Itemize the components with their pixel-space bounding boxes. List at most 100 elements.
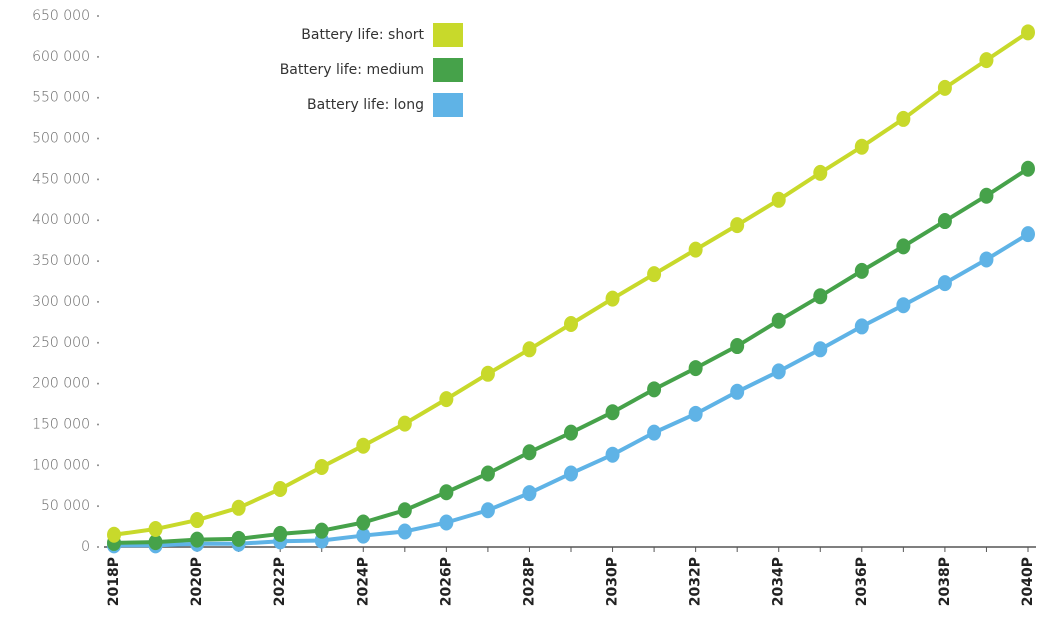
point [439, 484, 454, 501]
point [730, 383, 745, 400]
y-tick-label: 250 000 [32, 335, 90, 351]
y-tick-mark [97, 96, 99, 99]
point [522, 485, 537, 502]
point [688, 241, 703, 258]
y-tick-label: 550 000 [32, 90, 90, 106]
y-tick-mark [97, 219, 99, 222]
y-tick-mark [97, 382, 99, 385]
series-line [114, 232, 1030, 548]
point [314, 522, 329, 539]
point [439, 391, 454, 408]
point [231, 499, 246, 516]
legend-label: Battery life: short [301, 27, 424, 43]
point [647, 381, 662, 398]
legend-swatch [433, 58, 463, 82]
x-tick-label: 2032P [688, 557, 704, 606]
y-tick-mark [97, 137, 99, 140]
y-tick-mark [97, 260, 99, 263]
point [896, 297, 911, 314]
y-tick-label: 100 000 [32, 457, 90, 473]
series-line [113, 167, 1030, 545]
point [937, 213, 952, 230]
x-tick-label: 2022P [272, 557, 288, 606]
x-tick-label: 2028P [521, 557, 537, 606]
y-tick-label: 0 [81, 539, 90, 555]
point [522, 444, 537, 461]
point [937, 275, 952, 292]
point [564, 465, 578, 482]
point [896, 110, 911, 127]
point [397, 502, 412, 519]
y-tick-mark [97, 341, 99, 344]
x-tick-label: 2018P [106, 557, 122, 606]
point [813, 164, 828, 181]
y-tick-label: 400 000 [32, 212, 90, 228]
y-tick-label: 150 000 [32, 416, 90, 432]
point [273, 480, 288, 497]
point [480, 365, 495, 382]
point [771, 191, 786, 208]
point [1021, 24, 1035, 41]
y-tick-mark [97, 55, 99, 58]
point [688, 360, 703, 377]
legend-swatch [433, 93, 463, 117]
point [564, 315, 578, 332]
point [979, 187, 994, 204]
point [107, 526, 121, 543]
y-tick-label: 200 000 [32, 376, 90, 392]
x-tick-label: 2030P [605, 557, 621, 606]
point [647, 266, 662, 283]
point [356, 437, 371, 454]
legend-label: Battery life: medium [280, 62, 424, 78]
point [605, 290, 620, 307]
y-tick-mark [97, 464, 99, 467]
y-tick-label: 450 000 [32, 171, 90, 187]
x-tick-label: 2036P [854, 557, 870, 606]
point [564, 424, 578, 441]
point [813, 341, 828, 358]
point [896, 238, 911, 255]
x-tick-label: 2040P [1020, 557, 1036, 606]
point [148, 521, 163, 538]
point [522, 341, 537, 358]
point [688, 405, 703, 422]
x-tick-label: 2024P [355, 557, 371, 606]
x-tick-label: 2026P [438, 557, 454, 606]
point [439, 514, 454, 531]
y-tick-mark [97, 15, 99, 17]
point [854, 138, 869, 155]
legend-swatch [433, 23, 463, 47]
point [314, 458, 329, 475]
point [231, 530, 246, 547]
y-tick-mark [97, 505, 99, 508]
series-line [113, 30, 1030, 537]
x-tick-label: 2038P [937, 557, 953, 606]
point [771, 312, 786, 329]
y-tick-label: 300 000 [32, 294, 90, 310]
point [605, 446, 620, 463]
y-tick-label: 650 000 [32, 8, 90, 24]
point [480, 465, 495, 482]
point [148, 534, 163, 551]
point [356, 527, 371, 544]
point [937, 79, 952, 96]
y-tick-mark [97, 423, 99, 426]
point [397, 523, 412, 540]
point [397, 415, 412, 432]
point [730, 338, 745, 355]
y-tick-mark [97, 178, 99, 181]
point [480, 502, 495, 519]
point [730, 217, 745, 234]
y-tick-mark [97, 300, 99, 303]
point [356, 514, 371, 531]
point [979, 251, 994, 268]
point [1021, 226, 1035, 243]
point [771, 363, 786, 380]
point [273, 525, 288, 542]
y-tick-label: 350 000 [32, 253, 90, 269]
y-tick-mark [97, 546, 99, 548]
point [813, 288, 828, 305]
point [1021, 160, 1035, 177]
legend-label: Battery life: long [307, 97, 424, 113]
